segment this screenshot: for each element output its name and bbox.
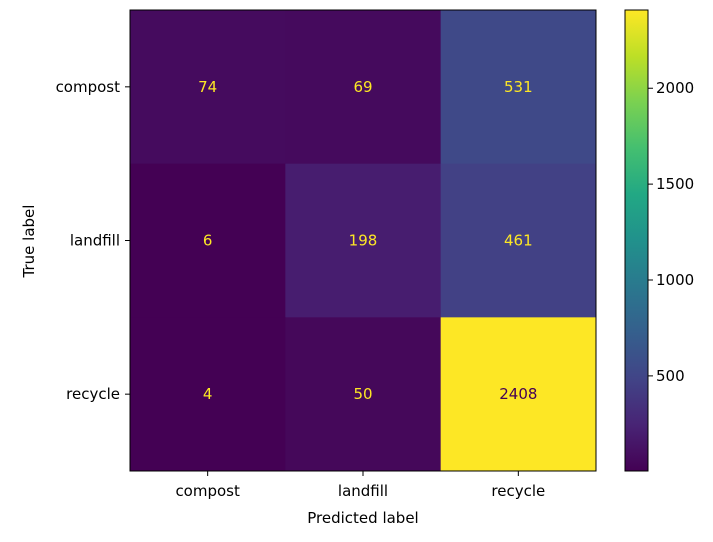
colorbar-tick-label: 1500 bbox=[656, 175, 694, 193]
heatmap-cell bbox=[440, 163, 597, 318]
cell-value-label: 50 bbox=[353, 385, 372, 403]
heatmap-cell bbox=[440, 10, 597, 165]
y-tick-label: recycle bbox=[66, 385, 120, 403]
cell-value-label: 74 bbox=[198, 78, 217, 96]
colorbar bbox=[624, 9, 649, 472]
heatmap-cell bbox=[130, 317, 286, 472]
cell-value-label: 2408 bbox=[499, 385, 537, 403]
colorbar-tick-label: 500 bbox=[656, 367, 685, 385]
x-tick-label: recycle bbox=[491, 482, 545, 500]
heatmap-cell bbox=[440, 317, 597, 472]
colorbar-tick-label: 2000 bbox=[656, 79, 694, 97]
axes: compost landfill recycle compost landfill rec… bbox=[56, 78, 546, 500]
x-tick-label: landfill bbox=[338, 482, 388, 500]
cell-value-label: 69 bbox=[353, 78, 372, 96]
cell-value-label: 4 bbox=[203, 385, 213, 403]
y-tick-label: compost bbox=[56, 78, 121, 96]
heatmap-cell bbox=[285, 163, 442, 318]
heatmap-cell bbox=[285, 10, 442, 165]
cell-value-label: 461 bbox=[504, 232, 533, 250]
y-axis-label: True label bbox=[20, 205, 38, 279]
heatmap-cell bbox=[130, 163, 286, 318]
cell-value-label: 6 bbox=[203, 232, 213, 250]
cell-value-label: 531 bbox=[504, 78, 533, 96]
cell-value-label: 198 bbox=[349, 232, 378, 250]
colorbar-tick-label: 1000 bbox=[656, 271, 694, 289]
x-axis-label: Predicted label bbox=[307, 509, 418, 527]
x-tick-label: compost bbox=[175, 482, 240, 500]
y-tick-label: landfill bbox=[70, 232, 120, 250]
colorbar-ticks: 500 1000 1500 2000 bbox=[648, 79, 694, 385]
heatmap-cells: 74 69 531 6 198 461 4 50 2408 bbox=[130, 10, 597, 472]
heatmap-cell bbox=[285, 317, 442, 472]
heatmap-cell bbox=[130, 10, 286, 165]
